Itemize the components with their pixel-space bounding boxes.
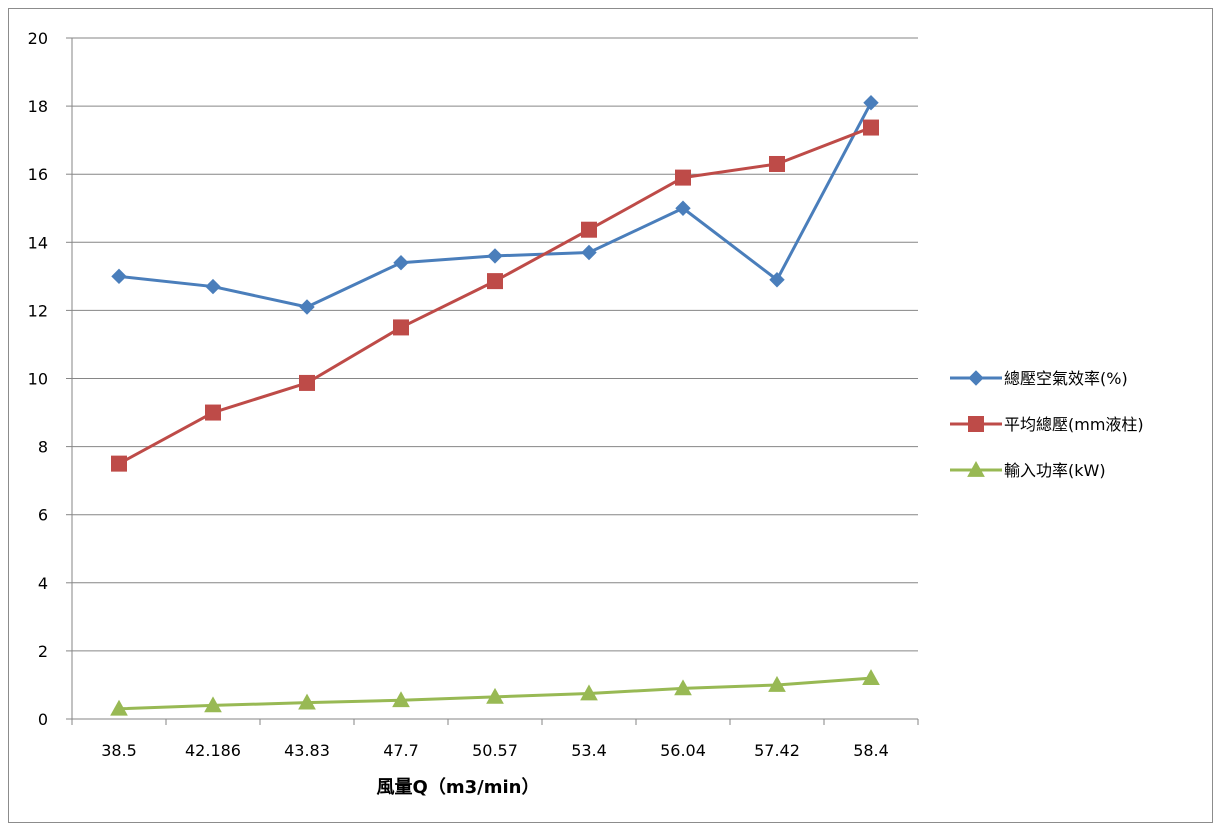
data-point [581,221,597,238]
data-point [863,119,879,136]
legend: 總壓空氣效率(%) 平均總壓(mm液柱) 輸入功率(kW) [950,369,1144,480]
x-axis-ticks: 38.5 42.186 43.83 47.7 50.57 53.4 56.04 57.42 58… [71,719,919,760]
data-point [581,244,597,261]
series-line [118,126,872,465]
data-point [110,699,128,716]
data-point [968,370,984,386]
data-point [205,278,221,295]
x-tick-label: 43.83 [284,741,330,760]
data-point [967,460,985,477]
gridlines [72,37,918,652]
data-point [487,273,503,290]
data-point [675,200,691,216]
series-3 [110,669,880,716]
y-tick-label: 4 [38,574,48,593]
series-2 [111,119,879,472]
data-point [205,404,221,421]
x-tick-label: 57.42 [754,741,800,760]
data-point [111,268,127,285]
y-tick-label: 16 [28,165,48,184]
y-tick-label: 10 [28,370,48,389]
x-tick-label: 50.57 [472,741,518,760]
y-tick-label: 6 [38,506,48,525]
data-point [393,255,409,271]
data-point [392,691,410,708]
x-tick-label: 38.5 [101,741,137,760]
data-point [298,693,316,710]
legend-label: 輸入功率(kW) [1004,461,1106,480]
x-tick-label: 56.04 [660,741,706,760]
x-tick-label: 47.7 [383,741,419,760]
data-point [204,696,222,713]
y-tick-label: 20 [28,29,48,48]
legend-label: 平均總壓(mm液柱) [1004,415,1144,434]
y-tick-label: 12 [28,301,48,320]
y-tick-label: 8 [38,438,48,457]
data-point [863,94,879,111]
data-point [486,687,504,704]
data-point [111,455,127,472]
data-point [675,169,691,186]
legend-item: 總壓空氣效率(%) [950,369,1128,388]
y-tick-label: 18 [28,97,48,116]
data-point [299,374,315,391]
x-tick-label: 53.4 [571,741,607,760]
legend-item: 輸入功率(kW) [950,460,1106,480]
data-point [768,675,786,692]
series-group [110,94,880,716]
data-point [393,319,409,336]
data-point [862,669,880,686]
y-axis-ticks: 0 2 4 6 8 10 12 14 16 18 20 [28,29,72,729]
x-tick-label: 42.186 [185,741,241,760]
y-tick-label: 2 [38,642,48,661]
series-1 [111,94,879,315]
y-tick-label: 0 [38,710,48,729]
data-point [487,248,503,264]
data-point [769,155,785,172]
y-tick-label: 14 [28,233,48,252]
data-point [674,679,692,696]
legend-item: 平均總壓(mm液柱) [950,415,1144,434]
x-axis-label: 風量Q（m3/min） [377,776,540,798]
data-point [769,272,785,288]
data-point [299,299,315,315]
x-tick-label: 58.4 [853,741,889,760]
data-point [968,416,984,432]
data-point [580,684,598,701]
legend-label: 總壓空氣效率(%) [1004,369,1128,388]
